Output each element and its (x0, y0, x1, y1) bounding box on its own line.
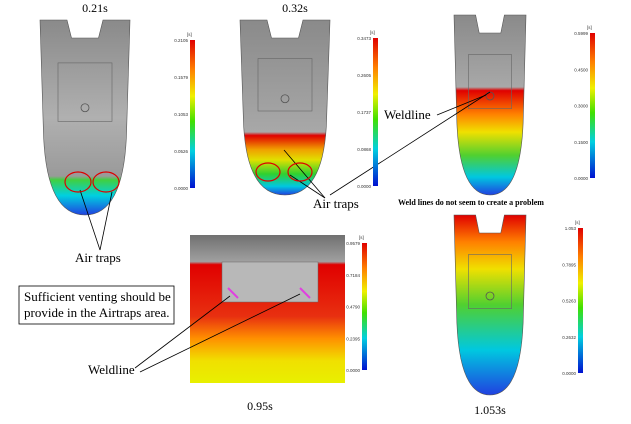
scale-label: 0.4500 (574, 67, 588, 72)
part (453, 14, 527, 196)
color-scale (190, 40, 195, 188)
annotation: Weld lines do not seem to create a probl… (398, 198, 544, 207)
scale-label: 0.9579 (346, 241, 360, 246)
scale-unit: [s] (187, 32, 192, 37)
scale-label: 0.0000 (562, 371, 576, 376)
part (39, 19, 131, 216)
part-cavity (468, 254, 512, 309)
scale-label: 0.1053 (174, 112, 188, 117)
scale-label: 0.4790 (346, 305, 360, 310)
annotation: Air traps (75, 250, 121, 265)
scale-label: 0.5263 (562, 299, 576, 304)
scale-label: 1.053 (565, 226, 577, 231)
scale-label: 0.3000 (574, 104, 588, 109)
part-zoom (190, 235, 345, 383)
part-zoom-cavity (221, 261, 319, 303)
annotation: Weldline (88, 362, 135, 377)
time-label: 1.053s (474, 403, 506, 417)
scale-unit: [s] (359, 235, 364, 240)
color-scale (362, 243, 367, 370)
scale-unit: [s] (370, 30, 375, 35)
scale-label: 0.0000 (174, 186, 188, 191)
part-cavity (57, 62, 113, 122)
scale-label: 0.1737 (357, 110, 371, 115)
scale-label: 0.7184 (346, 273, 360, 278)
part-cavity (257, 58, 313, 112)
scale-label: 0.2395 (346, 336, 360, 341)
part-boss (485, 291, 495, 301)
scale-label: 0.2105 (174, 38, 188, 43)
note-box (18, 285, 175, 325)
time-label: 0.32s (282, 1, 308, 15)
note-line: Sufficient venting should be (24, 289, 171, 304)
part-boss (80, 103, 90, 113)
annotation: Weldline (384, 107, 431, 122)
color-scale (373, 38, 378, 186)
part (239, 19, 331, 196)
annotation: Air traps (313, 196, 359, 211)
scale-label: 0.0000 (357, 184, 371, 189)
time-label: 0.95s (247, 399, 273, 413)
weldline-mark (299, 287, 311, 299)
scale-label: 0.0000 (346, 368, 360, 373)
color-scale (590, 33, 595, 178)
part-cavity (468, 54, 512, 109)
scale-label: 0.0868 (357, 147, 371, 152)
scale-label: 0.0000 (574, 176, 588, 181)
color-scale (578, 228, 583, 373)
scale-label: 0.1500 (574, 140, 588, 145)
part-boss (280, 94, 290, 104)
scale-unit: [s] (575, 220, 580, 225)
scale-label: 0.3473 (357, 36, 371, 41)
time-label: 0.21s (82, 1, 108, 15)
arrows (79, 91, 491, 373)
scale-label: 0.5999 (574, 31, 588, 36)
air-trap-rings (64, 162, 313, 193)
scale-label: 0.2632 (562, 335, 576, 340)
weldline-mark (227, 287, 239, 299)
scale-label: 0.0526 (174, 149, 188, 154)
scale-unit: [s] (587, 25, 592, 30)
scale-label: 0.2605 (357, 73, 371, 78)
scale-label: 0.1579 (174, 75, 188, 80)
part (453, 214, 527, 396)
note-line: provide in the Airtraps area. (24, 305, 169, 320)
scale-label: 0.7895 (562, 262, 576, 267)
